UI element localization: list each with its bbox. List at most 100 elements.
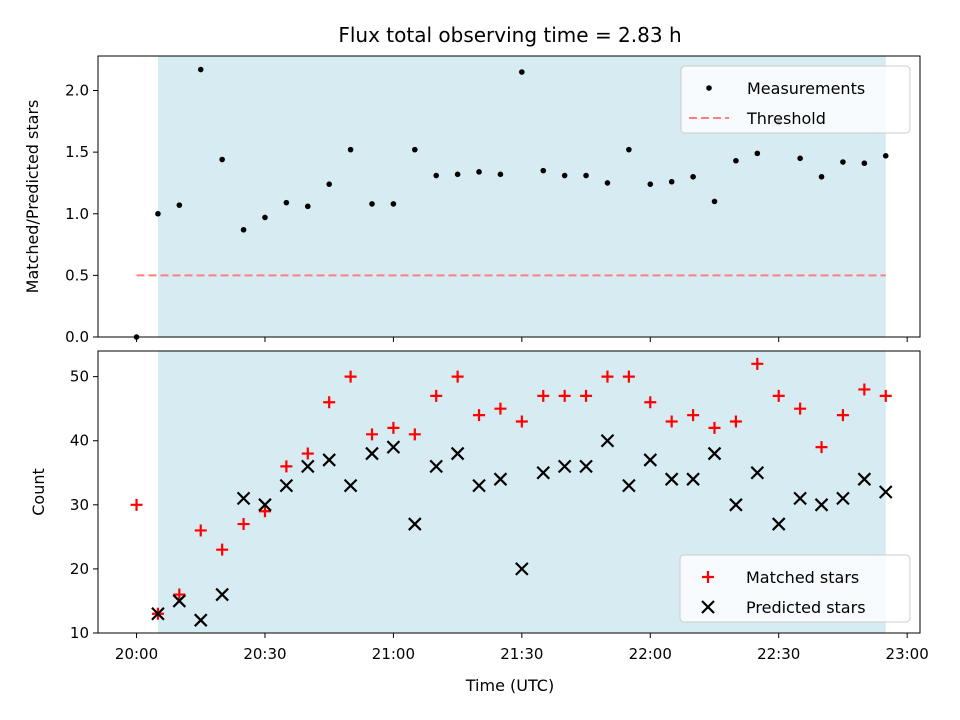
data-point [412,146,418,153]
data-point [580,389,593,402]
data-point [258,498,272,512]
data-point [643,453,658,467]
data-point [879,389,892,402]
data-point [172,594,187,608]
y-axis-label: Matched/Predicted stars [23,100,42,294]
data-point [216,543,229,556]
data-point [283,199,290,206]
data-point [322,453,336,467]
data-point [540,167,547,174]
data-point [797,155,803,162]
data-point [155,210,161,217]
data-point [130,498,143,511]
data-point [280,460,293,473]
data-point [433,172,440,179]
legend-box [679,554,911,623]
data-point [622,478,636,493]
y-tick-label: 20 [70,560,89,578]
data-point [557,459,572,474]
legend-measurement-swatch [706,85,712,91]
data-point [451,370,464,383]
data-point [793,491,807,506]
data-point [258,505,271,518]
data-point [344,370,357,383]
legend-box [680,65,911,134]
data-point [262,214,268,221]
data-point [558,389,571,402]
x-tick-label: 23:00 [886,645,929,663]
data-point [151,606,165,621]
count-panel: 10 20 30 40 50 20:00 20:30 21:00 21:30 22:00 22:30… [29,350,929,663]
data-point [173,588,186,601]
data-point [814,498,829,512]
x-tick-label: 20:30 [243,645,286,663]
data-point [304,203,311,210]
data-point [818,173,825,180]
data-point [369,201,375,207]
data-point [772,389,785,402]
data-point [193,613,208,627]
y-tick-label: 50 [70,368,89,386]
data-point [386,440,401,454]
data-point [429,459,443,474]
x-tick-label: 22:00 [629,645,672,663]
data-point [601,370,614,383]
data-point [387,421,400,434]
data-point [219,156,225,163]
data-point [454,171,461,178]
data-point [858,383,871,396]
data-point [408,428,421,441]
data-point [430,389,443,402]
data-point [840,159,846,165]
y-axis-label: Count [29,468,48,516]
data-point [686,472,700,486]
data-point [343,478,358,493]
data-point [390,201,397,207]
y-tick-label: 0.0 [65,328,89,346]
data-point [279,478,294,493]
y-tick-label: 1.0 [65,205,89,223]
data-point [347,146,354,153]
data-point [365,446,379,461]
legend-label: Threshold [746,109,826,128]
data-point [301,459,315,474]
legend-label: Measurements [747,79,865,98]
data-point [579,459,593,474]
data-point [861,160,868,167]
data-point [707,446,722,461]
data-point [197,66,204,73]
axes-frame [97,350,921,634]
data-point [687,409,700,422]
data-point [450,446,465,461]
data-point [194,524,207,537]
x-tick-label: 20:00 [115,645,158,663]
data-point [561,172,568,179]
data-point [408,517,422,531]
data-point [882,153,889,159]
data-point [237,518,250,531]
data-point [326,181,332,187]
data-point [878,485,893,499]
data-point [176,202,183,208]
legend: Measurements Threshold [680,65,911,134]
data-point [729,415,742,428]
y-tick-label: 40 [70,432,89,450]
data-point [476,169,482,175]
y-tick-label: 30 [70,496,89,514]
data-point [665,415,678,428]
axes-frame [97,55,921,338]
series-matched-stars [130,357,892,620]
x-tick-label: 21:00 [372,645,415,663]
data-point [647,181,654,187]
data-point [771,517,786,531]
data-point [644,396,657,409]
data-point [473,409,486,422]
series-predicted-stars [151,433,893,627]
y-tick-label: 10 [70,624,89,642]
y-tick-label: 0.5 [65,266,89,284]
data-point [493,472,508,486]
legend-label: Matched stars [746,568,859,587]
data-point [857,472,872,486]
data-point [622,370,635,383]
